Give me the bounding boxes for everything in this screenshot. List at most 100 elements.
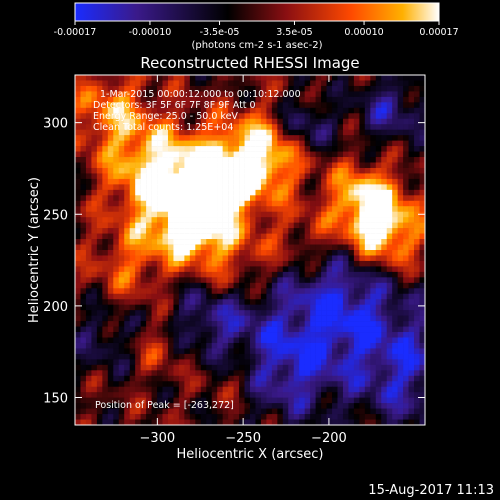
- heatmap-cell: [260, 129, 267, 136]
- heatmap-cell: [146, 414, 152, 420]
- heatmap-cell: [107, 146, 114, 152]
- heatmap-cell: [200, 321, 207, 327]
- heatmap-cell: [135, 293, 141, 300]
- heatmap-cell: [162, 315, 169, 322]
- heatmap-cell: [348, 304, 355, 311]
- heatmap-cell: [310, 151, 316, 158]
- heatmap-cell: [414, 419, 420, 425]
- heatmap-cell: [146, 419, 152, 425]
- heatmap-cell: [419, 167, 425, 174]
- heatmap-cell: [233, 129, 240, 136]
- heatmap-cell: [392, 255, 398, 262]
- heatmap-cell: [315, 397, 322, 404]
- heatmap-cell: [200, 178, 207, 185]
- heatmap-cell: [282, 288, 289, 295]
- heatmap-cell: [342, 75, 349, 81]
- heatmap-cell: [178, 195, 185, 202]
- heatmap-cell: [157, 233, 163, 240]
- heatmap-cell: [184, 266, 191, 273]
- heatmap-cell: [151, 157, 158, 163]
- heatmap-cell: [157, 282, 163, 289]
- heatmap-cell: [184, 80, 191, 87]
- heatmap-cell: [299, 260, 305, 267]
- heatmap-cell: [359, 403, 366, 409]
- heatmap-cell: [211, 239, 218, 245]
- heatmap-cell: [75, 124, 81, 130]
- heatmap-cell: [381, 359, 388, 366]
- heatmap-cell: [332, 195, 338, 202]
- heatmap-cell: [113, 184, 120, 191]
- heatmap-cell: [282, 419, 289, 425]
- heatmap-cell: [403, 266, 409, 273]
- heatmap-cell: [189, 157, 196, 163]
- heatmap-cell: [233, 315, 240, 322]
- heatmap-cell: [321, 304, 327, 311]
- heatmap-cell: [118, 348, 125, 355]
- heatmap-cell: [162, 293, 169, 300]
- heatmap-cell: [211, 75, 218, 81]
- heatmap-cell: [403, 419, 409, 425]
- heatmap-cell: [337, 239, 344, 245]
- heatmap-cell: [206, 195, 213, 202]
- heatmap-cell: [403, 173, 409, 180]
- heatmap-cell: [381, 140, 388, 147]
- heatmap-cell: [403, 178, 409, 185]
- heatmap-cell: [178, 129, 185, 136]
- heatmap-cell: [96, 195, 103, 202]
- heatmap-cell: [195, 353, 202, 360]
- heatmap-cell: [85, 184, 92, 191]
- heatmap-cell: [167, 310, 174, 316]
- heatmap-cell: [75, 200, 81, 207]
- heatmap-cell: [91, 206, 98, 213]
- heatmap-cell: [195, 118, 202, 125]
- heatmap-cell: [419, 375, 425, 382]
- heatmap-cell: [348, 348, 355, 355]
- heatmap-cell: [370, 162, 377, 169]
- heatmap-cell: [255, 135, 262, 141]
- heatmap-cell: [91, 107, 98, 114]
- heatmap-cell: [107, 386, 114, 393]
- heatmap-cell: [310, 359, 316, 366]
- heatmap-cell: [403, 195, 409, 202]
- heatmap-cell: [178, 260, 185, 267]
- heatmap-cell: [113, 392, 120, 398]
- heatmap-cell: [173, 375, 180, 382]
- heatmap-cell: [75, 397, 81, 404]
- heatmap-cell: [277, 107, 284, 114]
- heatmap-cell: [233, 146, 240, 152]
- heatmap-cell: [118, 277, 125, 284]
- heatmap-cell: [321, 255, 327, 262]
- heatmap-cell: [91, 113, 98, 120]
- heatmap-cell: [222, 195, 229, 202]
- heatmap-cell: [293, 299, 300, 305]
- heatmap-cell: [157, 162, 163, 169]
- heatmap-cell: [321, 184, 327, 191]
- heatmap-cell: [157, 200, 163, 207]
- heatmap-cell: [326, 255, 333, 262]
- heatmap-cell: [200, 91, 207, 98]
- heatmap-cell: [96, 75, 103, 81]
- heatmap-cell: [342, 217, 349, 223]
- heatmap-cell: [217, 282, 223, 289]
- heatmap-cell: [129, 282, 136, 289]
- heatmap-cell: [118, 167, 125, 174]
- heatmap-cell: [414, 80, 420, 87]
- heatmap-cell: [271, 228, 278, 234]
- heatmap-cell: [408, 397, 415, 404]
- heatmap-cell: [392, 102, 398, 109]
- heatmap-cell: [277, 80, 284, 87]
- heatmap-cell: [348, 118, 355, 125]
- heatmap-cell: [310, 184, 316, 191]
- heatmap-cell: [419, 195, 425, 202]
- heatmap-cell: [337, 342, 344, 349]
- heatmap-cell: [282, 107, 289, 114]
- heatmap-cell: [364, 293, 371, 300]
- heatmap-cell: [233, 80, 240, 87]
- heatmap-cell: [271, 381, 278, 388]
- heatmap-cell: [326, 217, 333, 223]
- heatmap-cell: [244, 337, 251, 344]
- heatmap-cell: [140, 157, 147, 163]
- heatmap-cell: [200, 304, 207, 311]
- heatmap-cell: [353, 326, 360, 333]
- heatmap-cell: [288, 392, 295, 398]
